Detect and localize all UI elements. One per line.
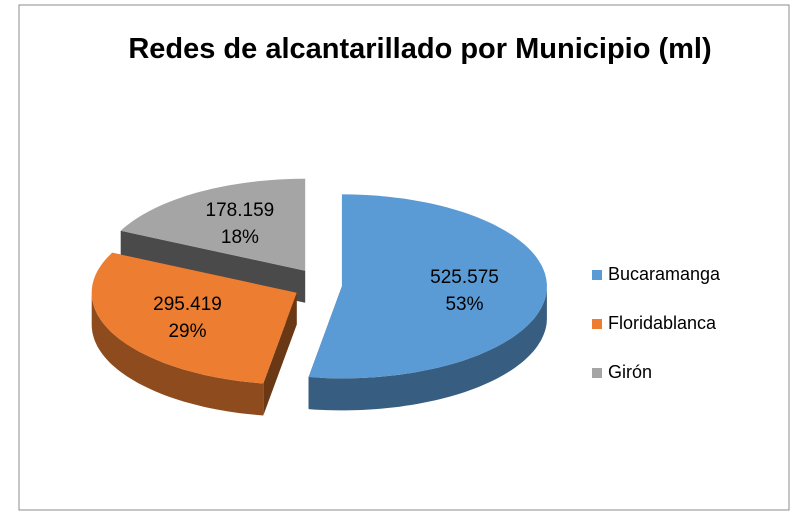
- title-box: Redes de alcantarillado por Municipio (m…: [128, 33, 712, 65]
- slice-wall: [91, 292, 264, 416]
- legend-swatch: [592, 319, 602, 329]
- legend-swatch: [592, 270, 602, 280]
- slice-side: [263, 292, 297, 416]
- slice-wall: [308, 286, 547, 411]
- percent-label: 29%: [168, 321, 206, 342]
- data-label: 178.159: [206, 200, 275, 221]
- data-label: 525.575: [430, 267, 499, 288]
- percent-label: 53%: [445, 294, 483, 315]
- chart-title: Redes de alcantarillado por Municipio (m…: [128, 33, 712, 65]
- data-label: 295.419: [153, 294, 222, 315]
- legend-label: Floridablanca: [608, 313, 717, 333]
- legend-label: Girón: [608, 362, 652, 382]
- slice: [120, 178, 306, 271]
- percent-label: 18%: [221, 227, 259, 248]
- legend-swatch: [592, 368, 602, 378]
- slice: [91, 252, 297, 384]
- legend-label: Bucaramanga: [608, 264, 721, 284]
- slice: [308, 194, 547, 379]
